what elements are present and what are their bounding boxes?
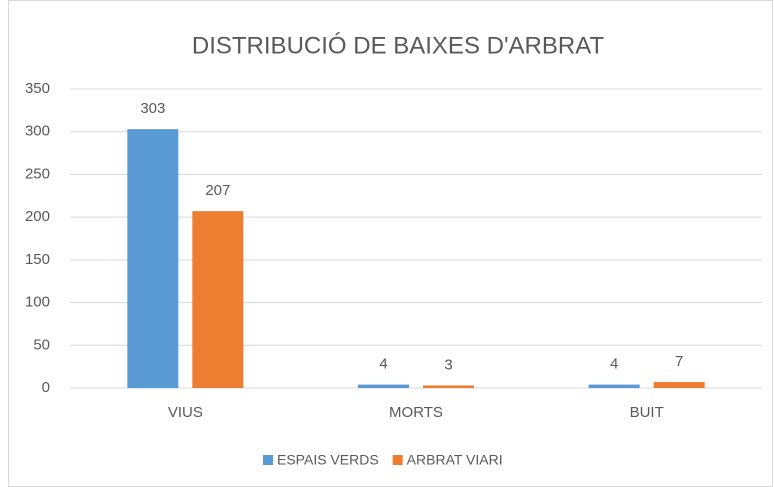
data-label: 4 <box>379 356 387 373</box>
legend-swatch <box>263 455 273 465</box>
data-label: 303 <box>140 100 165 117</box>
data-label: 4 <box>610 356 618 373</box>
y-tick-label: 200 <box>25 208 50 225</box>
bar <box>358 384 409 388</box>
data-label: 3 <box>444 356 452 373</box>
chart-title: DISTRIBUCIÓ DE BAIXES D'ARBRAT <box>192 32 605 59</box>
y-tick-label: 50 <box>33 336 50 353</box>
legend-swatch <box>392 455 403 465</box>
legend-label: ARBRAT VIARI <box>407 452 503 468</box>
bar <box>192 211 244 388</box>
y-tick-label: 300 <box>25 123 50 140</box>
bar <box>653 382 705 388</box>
bar <box>423 385 474 388</box>
legend-label: ESPAIS VERDS <box>277 452 379 468</box>
x-tick-label: BUIT <box>630 404 664 421</box>
x-tick-label: MORTS <box>389 404 443 421</box>
y-tick-label: 0 <box>42 379 50 396</box>
data-label: 7 <box>675 353 683 370</box>
y-tick-label: 250 <box>25 165 50 182</box>
bar <box>588 384 640 388</box>
y-tick-label: 100 <box>25 294 50 311</box>
y-tick-label: 150 <box>25 251 50 268</box>
y-tick-label: 350 <box>25 80 50 97</box>
data-label: 207 <box>205 182 230 199</box>
bar <box>127 129 179 388</box>
x-tick-label: VIUS <box>168 404 203 421</box>
